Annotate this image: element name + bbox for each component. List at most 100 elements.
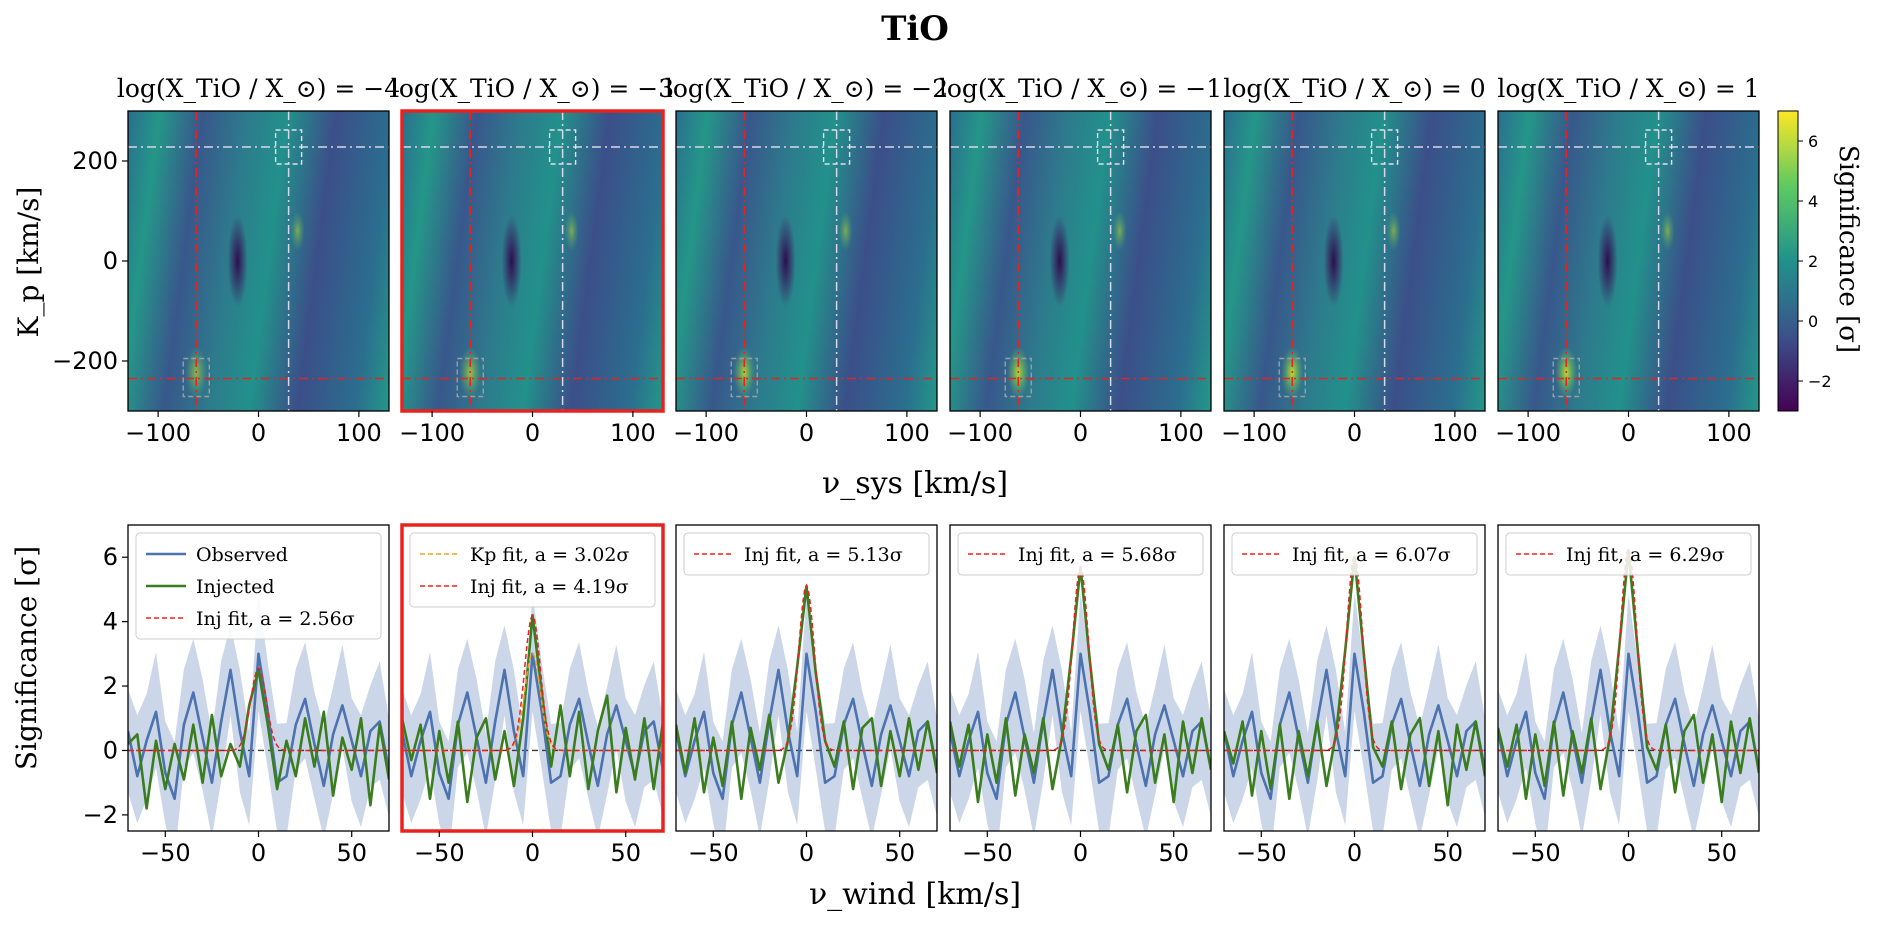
white-marker-box <box>1370 129 1399 165</box>
noise-peak <box>564 211 579 251</box>
x-tick-label: −50 <box>688 839 739 867</box>
colorbar: −2 0 2 4 6 <box>1777 110 1832 412</box>
legend-box <box>1505 532 1752 576</box>
x-tick-label: 0 <box>525 419 540 447</box>
x-tick-label: 100 <box>1158 419 1204 447</box>
x-tick-label: −50 <box>1236 839 1287 867</box>
red-marker-box <box>456 357 484 398</box>
red-marker-box <box>1004 357 1032 398</box>
bottom-x-axis-label: ν_wind [km/s] <box>809 877 1021 912</box>
x-tick-label: 50 <box>336 839 367 867</box>
observed-uncertainty-band <box>1498 593 1759 831</box>
white-marker-box <box>822 129 851 165</box>
red-marker-box <box>1278 357 1306 398</box>
x-tick-label: 100 <box>610 419 656 447</box>
x-tick-label: 0 <box>1621 839 1636 867</box>
y-tick-label: 6 <box>103 543 118 571</box>
plot-area <box>402 593 663 831</box>
panel-title: log(X_TiO / X_⊙) = 0 <box>1223 74 1485 103</box>
noise-peak <box>1660 211 1675 251</box>
heatmap-minimum <box>775 215 796 307</box>
noise-peak <box>1112 211 1127 251</box>
top-y-axis-label: K_p [km/s] <box>12 187 45 338</box>
x-tick-label: 0 <box>799 419 814 447</box>
x-tick-label: 0 <box>251 419 266 447</box>
heatmap-row: log(X_TiO / X_⊙) = −4−100 0 100−2000200log… <box>52 74 1760 447</box>
line-panel: Inj fit, a = 5.13σ −50 0 50 <box>675 524 938 867</box>
panel-title: log(X_TiO / X_⊙) = −4 <box>117 74 400 103</box>
noise-peak <box>838 211 853 251</box>
injected-series-line <box>128 668 389 810</box>
heatmap-minimum <box>1323 215 1344 307</box>
legend: Inj fit, a = 6.07σ <box>1231 532 1478 576</box>
inj-fit-line <box>1498 545 1759 752</box>
x-tick-label: −50 <box>1510 839 1561 867</box>
white-marker-box <box>1096 129 1125 165</box>
x-tick-label: 100 <box>336 419 382 447</box>
heatmap-minimum <box>1597 215 1618 307</box>
legend: Inj fit, a = 5.68σ <box>957 532 1204 576</box>
x-tick-label: −50 <box>414 839 465 867</box>
observed-uncertainty-band <box>950 593 1211 831</box>
legend-box <box>135 532 382 640</box>
legend: Inj fit, a = 6.29σ <box>1505 532 1752 576</box>
plot-area <box>128 593 389 831</box>
inj-fit-line <box>128 666 389 752</box>
x-tick-label: 50 <box>610 839 641 867</box>
lineplot-row: Observed Injected Inj fit, a = 2.56σ −50 0 50… <box>83 523 1760 867</box>
y-tick-label: 4 <box>103 608 118 636</box>
heatmap-texture <box>128 111 389 411</box>
colorbar-tick-label: 4 <box>1808 192 1818 211</box>
x-tick-label: −100 <box>947 419 1013 447</box>
legend-box <box>683 532 930 576</box>
bottom-y-axis-label: Significance [σ] <box>10 546 43 770</box>
line-panel: Observed Injected Inj fit, a = 2.56σ −50 0 50… <box>83 524 390 867</box>
legend: Observed Injected Inj fit, a = 2.56σ <box>135 532 382 640</box>
observed-uncertainty-band <box>676 593 937 831</box>
panel-title: log(X_TiO / X_⊙) = −2 <box>665 74 948 103</box>
colorbar-tick-label: −2 <box>1808 372 1832 391</box>
colorbar-label: Significance [σ] <box>1833 145 1863 353</box>
x-tick-label: −100 <box>125 419 191 447</box>
x-tick-label: 100 <box>884 419 930 447</box>
heatmap-texture <box>1224 111 1485 411</box>
legend-entry-label: Injected <box>196 576 275 598</box>
panel-title: log(X_TiO / X_⊙) = −3 <box>391 74 674 103</box>
white-marker-box <box>1644 129 1673 165</box>
legend-entry-label: Inj fit, a = 5.68σ <box>1018 544 1177 566</box>
line-panel: Inj fit, a = 5.68σ −50 0 50 <box>949 524 1212 867</box>
legend-entry-label: Observed <box>196 544 288 566</box>
x-tick-label: 100 <box>1432 419 1478 447</box>
inj-fit-line <box>1224 552 1485 752</box>
heatmap-texture <box>676 111 937 411</box>
x-tick-label: 0 <box>1347 839 1362 867</box>
heatmap-panel: log(X_TiO / X_⊙) = −2 −100 0 100 <box>665 74 948 447</box>
x-tick-label: 0 <box>799 839 814 867</box>
legend-entry-label: Inj fit, a = 2.56σ <box>196 608 355 630</box>
y-tick-label: 0 <box>103 247 118 275</box>
panel-title: log(X_TiO / X_⊙) = 1 <box>1497 74 1759 103</box>
y-tick-label: −200 <box>52 347 118 375</box>
legend: Kp fit, a = 3.02σ Inj fit, a = 4.19σ <box>409 532 656 608</box>
plot-area <box>676 583 937 831</box>
observed-series-line <box>676 652 937 801</box>
figure-title: TiO <box>881 9 949 49</box>
x-tick-label: −100 <box>399 419 465 447</box>
observed-uncertainty-band <box>1224 593 1485 831</box>
legend-box <box>409 532 656 608</box>
inj-fit-line <box>676 583 937 752</box>
x-tick-label: 0 <box>1073 419 1088 447</box>
noise-peak <box>290 211 305 251</box>
panel-title: log(X_TiO / X_⊙) = −1 <box>939 74 1222 103</box>
observed-series-line <box>950 652 1211 801</box>
heatmap-minimum <box>501 215 522 307</box>
legend-box <box>957 532 1204 576</box>
heatmap-minimum <box>1049 215 1070 307</box>
y-tick-label: −2 <box>83 801 118 829</box>
colorbar-tick-label: 0 <box>1808 312 1818 331</box>
colorbar-gradient <box>1777 110 1799 412</box>
red-marker-box <box>1552 357 1580 398</box>
heatmap-panel: log(X_TiO / X_⊙) = 0 −100 0 100 <box>1221 74 1486 447</box>
x-tick-label: 50 <box>1432 839 1463 867</box>
